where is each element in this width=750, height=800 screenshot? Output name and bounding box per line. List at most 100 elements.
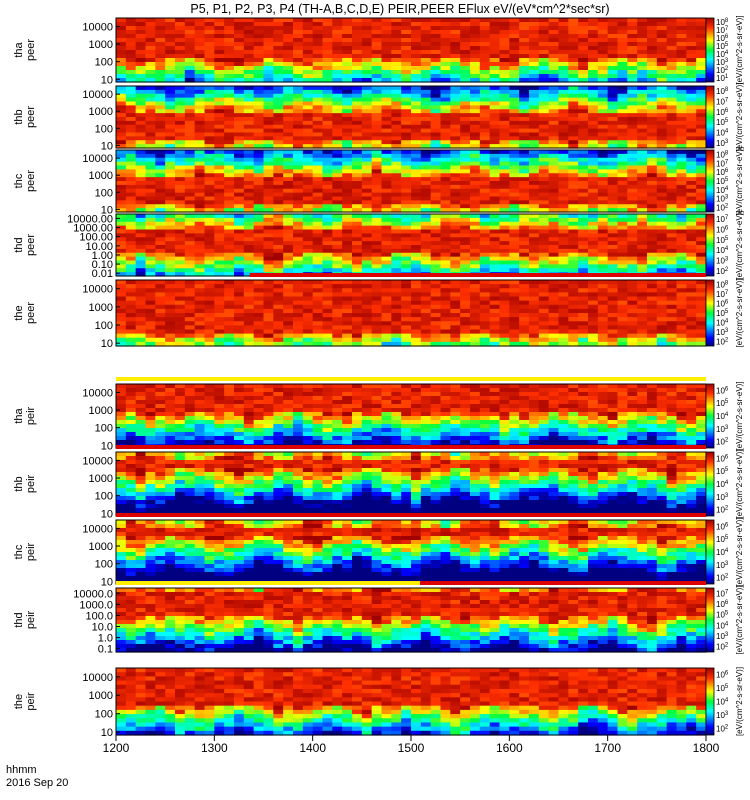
heatmap-cell (470, 105, 481, 110)
heatmap-cell (656, 132, 668, 137)
heatmap-cell (381, 188, 392, 194)
heatmap-cell (529, 117, 540, 122)
heatmap-cell (411, 58, 422, 63)
heatmap-cell (273, 341, 284, 347)
heatmap-cell (489, 144, 501, 149)
heatmap-cell (538, 317, 550, 322)
heatmap-cell (283, 341, 294, 347)
heatmap-cell (647, 300, 658, 306)
heatmap-cell (145, 392, 156, 397)
heatmap-cell (243, 161, 255, 167)
heatmap-cell (558, 252, 569, 258)
heatmap-cell (578, 89, 589, 95)
heatmap-cell (135, 245, 147, 250)
heatmap-cell (529, 229, 540, 234)
heatmap-cell (125, 184, 137, 190)
heatmap-cell (204, 288, 215, 293)
heatmap-cell (312, 268, 324, 273)
heatmap-cell (696, 233, 707, 238)
heatmap-cell (312, 317, 324, 322)
heatmap-cell (214, 132, 225, 137)
heatmap-cell (627, 78, 638, 83)
heatmap-cell (312, 214, 324, 219)
heatmap-cell (558, 150, 569, 155)
heatmap-cell (312, 341, 324, 347)
heatmap-cell (479, 144, 491, 149)
heatmap-cell (234, 333, 245, 339)
heatmap-cell (332, 329, 343, 335)
heatmap-cell (283, 308, 294, 314)
heatmap-cell (627, 26, 638, 31)
heatmap-cell (499, 317, 510, 322)
heatmap-cell (263, 208, 274, 213)
heatmap-cell (479, 292, 491, 298)
heatmap-cell (686, 288, 697, 293)
heatmap-cell (430, 337, 442, 343)
heatmap-cell (263, 165, 274, 170)
heatmap-cell (440, 89, 451, 95)
heatmap-cell (204, 54, 215, 59)
heatmap-cell (401, 217, 412, 223)
heatmap-cell (214, 241, 225, 246)
heatmap-cell (656, 128, 668, 134)
heatmap-cell (627, 304, 638, 310)
heatmap-cell (519, 241, 530, 246)
heatmap-cell (460, 30, 471, 35)
heatmap-cell (499, 248, 510, 254)
heatmap-cell (656, 188, 668, 194)
heatmap-cell (656, 74, 668, 79)
heatmap-cell (696, 200, 707, 205)
heatmap-cell (332, 208, 343, 213)
heatmap-cell (529, 329, 540, 335)
heatmap-cell (450, 30, 461, 35)
heatmap-cell (519, 113, 530, 118)
heatmap-cell (519, 124, 530, 130)
heatmap-cell (293, 93, 304, 99)
heatmap-cell (411, 101, 422, 106)
heatmap-cell (401, 42, 412, 47)
heatmap-cell (253, 78, 265, 83)
heatmap-cell (381, 132, 392, 137)
heatmap-cell (686, 34, 697, 39)
heatmap-cell (696, 74, 707, 79)
heatmap-cell (666, 325, 678, 331)
heatmap-cell (440, 288, 451, 293)
heatmap-cell (450, 329, 461, 335)
heatmap-cell (597, 292, 609, 298)
heatmap-cell (135, 221, 147, 227)
heatmap-cell (391, 177, 402, 182)
heatmap-cell (450, 237, 461, 242)
heatmap-cell (352, 241, 363, 246)
heatmap-cell (302, 221, 314, 227)
heatmap-cell (509, 66, 520, 71)
heatmap-cell (568, 86, 579, 91)
heatmap-cell (391, 50, 402, 55)
heatmap-cell (253, 217, 265, 223)
heatmap-cell (489, 86, 501, 91)
heatmap-cell (686, 308, 697, 314)
heatmap-cell (607, 86, 619, 91)
heatmap-cell (293, 245, 304, 250)
heatmap-cell (647, 221, 658, 227)
heatmap-cell (175, 26, 186, 31)
heatmap-cell (548, 296, 560, 302)
heatmap-cell (165, 341, 176, 347)
heatmap-cell (489, 78, 501, 83)
heatmap-cell (548, 58, 560, 63)
heatmap-cell (371, 161, 383, 167)
heatmap-cell (224, 280, 235, 285)
heatmap-cell (637, 308, 648, 314)
heatmap-cell (401, 233, 412, 238)
heatmap-cell (253, 89, 265, 95)
heatmap-cell (607, 54, 619, 59)
heatmap-cell (302, 264, 314, 269)
heatmap-cell (548, 22, 560, 27)
heatmap-cell (647, 66, 658, 71)
heatmap-cell (597, 109, 609, 114)
heatmap-cell (253, 241, 265, 246)
heatmap-cell (293, 292, 304, 298)
heatmap-cell (548, 54, 560, 59)
heatmap-cell (470, 144, 481, 149)
heatmap-cell (568, 70, 579, 75)
heatmap-cell (578, 117, 589, 122)
